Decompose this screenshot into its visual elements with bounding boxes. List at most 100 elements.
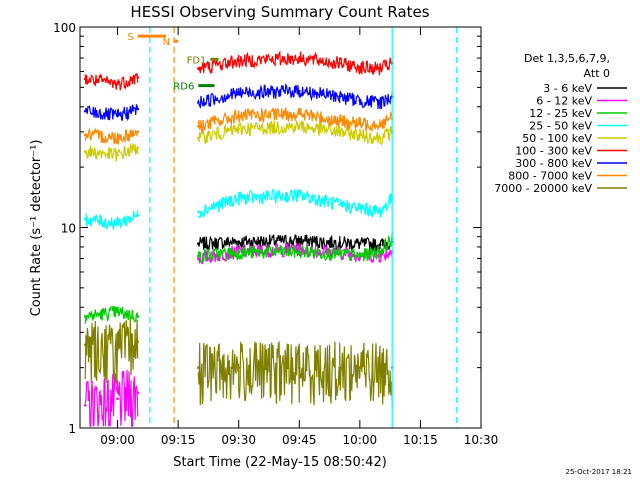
series-point [378, 101, 382, 104]
series-point [197, 366, 200, 369]
series-point [83, 133, 87, 137]
series-point [136, 214, 140, 217]
legend-label: 300 - 800 keV [515, 157, 592, 170]
series-point [378, 122, 382, 125]
series-line-7 [84, 107, 393, 145]
series-point [338, 95, 341, 98]
legend-label: 100 - 300 keV [515, 145, 592, 158]
series-point [136, 315, 140, 318]
series-line-3 [84, 187, 393, 231]
y-tick-label: 100 [53, 21, 76, 35]
series-point [83, 403, 87, 407]
legend-label: 800 - 7000 keV [508, 170, 592, 183]
series-point [378, 67, 382, 70]
flag-label: N [163, 37, 170, 48]
x-tick-label: 10:15 [403, 433, 438, 447]
x-axis-label: Start Time (22-May-15 08:50:42) [173, 455, 387, 470]
series-point [116, 114, 119, 118]
series-point [237, 91, 241, 95]
series-point [136, 76, 140, 79]
series-point [116, 136, 119, 140]
series-point [358, 99, 362, 102]
x-tick-label: 10:00 [343, 433, 378, 447]
x-tick-label: 09:00 [100, 433, 135, 447]
series-point [197, 136, 200, 140]
series-point [136, 107, 140, 111]
series-point [237, 127, 241, 131]
plot-data [83, 50, 394, 427]
series-point [136, 130, 140, 134]
series-point [116, 346, 119, 350]
series-point [358, 133, 362, 137]
flag-bars: S N FD1 RD6 [127, 32, 219, 93]
series-point [136, 146, 140, 150]
series-point [237, 240, 241, 243]
series-point [83, 217, 87, 221]
flag-label: RD6 [173, 82, 194, 93]
legend-header-line2: Att 0 [584, 67, 610, 80]
series-point [83, 149, 87, 153]
series-point [83, 109, 87, 113]
y-axis-label: Count Rate (s⁻¹ detector⁻¹) [29, 140, 44, 317]
series-point [358, 122, 362, 125]
series-line-4 [84, 120, 393, 162]
legend-label: 25 - 50 keV [529, 120, 592, 133]
series-line-5 [84, 50, 393, 91]
series-point [237, 251, 241, 254]
series-point [297, 124, 301, 128]
series-point [116, 221, 119, 225]
y-tick-label: 1 [68, 422, 76, 436]
series-point [136, 391, 140, 394]
series-point [338, 252, 341, 256]
x-tick-label: 10:30 [464, 433, 499, 447]
series-point [297, 239, 301, 242]
series-point [197, 254, 200, 258]
series-point [297, 89, 301, 93]
legend-label: 12 - 25 keV [529, 107, 592, 120]
series-point [237, 114, 241, 118]
legend-label: 6 - 12 keV [536, 95, 592, 108]
series-point [378, 243, 382, 247]
series-point [197, 210, 200, 213]
series-point [358, 242, 362, 246]
series-point [116, 310, 119, 314]
legend-label: 7000 - 20000 keV [494, 182, 592, 195]
series-point [358, 366, 362, 369]
legend-header-line1: Det 1,3,5,6,7,9, [524, 52, 610, 65]
legend-label: 3 - 6 keV [543, 82, 592, 95]
series-line-6 [84, 82, 393, 122]
series-point [83, 343, 87, 347]
axes: 09:00 09:15 09:30 09:45 10:00 10:15 10:30 1 10 10… [53, 21, 498, 447]
flag-label: FD1 [187, 55, 207, 66]
series-point [116, 397, 119, 401]
series-point [136, 340, 140, 343]
series-point [116, 82, 119, 86]
chart-title: HESSI Observing Summary Count Rates [130, 3, 429, 21]
series-point [297, 112, 301, 115]
series-point [83, 77, 87, 81]
series-point [237, 59, 241, 62]
x-tick-label: 09:30 [221, 433, 256, 447]
series-point [338, 241, 341, 244]
series-line-1 [84, 242, 393, 427]
x-tick-label: 09:45 [282, 433, 317, 447]
series-line-2 [84, 232, 393, 324]
y-tick-label: 10 [61, 222, 76, 236]
series-point [197, 101, 200, 104]
series-point [358, 65, 362, 69]
series-point [338, 203, 341, 206]
series-point [378, 210, 382, 213]
series-point [237, 366, 241, 369]
series-point [297, 250, 301, 253]
series-point [197, 242, 200, 246]
series-point [358, 254, 362, 258]
series-point [338, 366, 341, 369]
series-point [378, 136, 382, 140]
timestamp: 25-Oct-2017 18:21 [566, 468, 632, 476]
series-point [237, 196, 241, 200]
series-point [197, 124, 200, 128]
series-point [197, 257, 200, 260]
series-point [378, 250, 382, 253]
series-point [358, 206, 362, 210]
series-point [197, 67, 200, 70]
